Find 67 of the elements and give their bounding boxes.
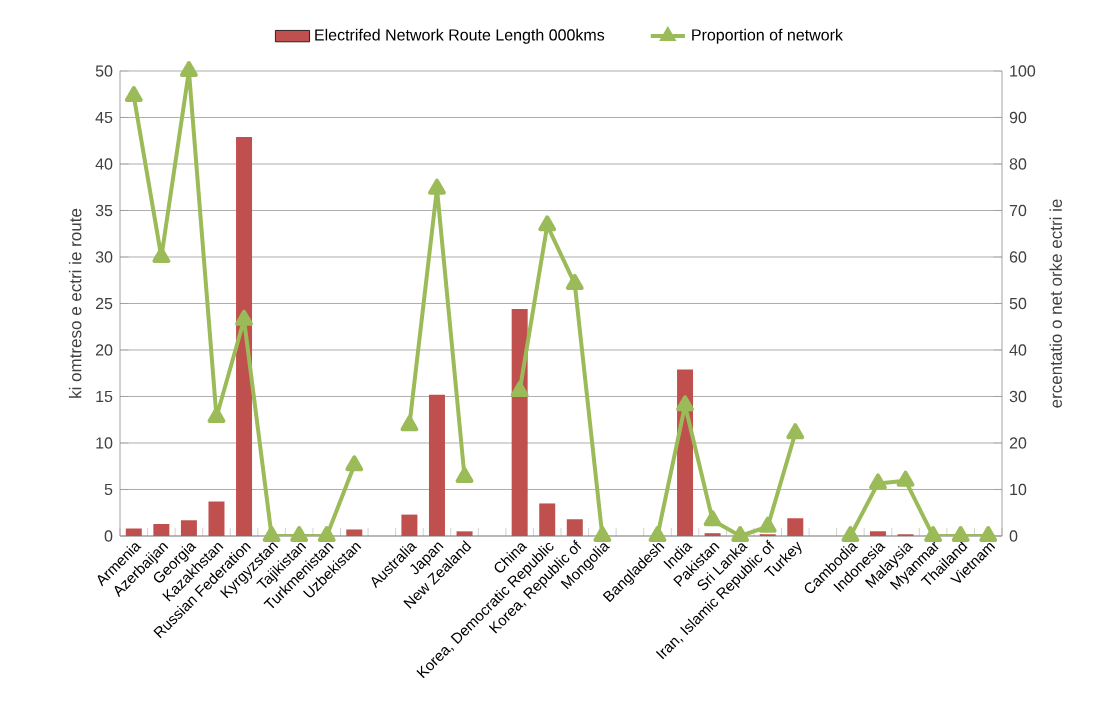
point (428, 178, 446, 195)
bar (704, 533, 721, 536)
y-tick-label: 30 (95, 251, 113, 263)
bar (511, 309, 528, 536)
bar (428, 394, 445, 536)
y2-tick-label: 90 (1009, 111, 1027, 124)
y-axis-title: ki omtreso e ectri ie route (68, 208, 82, 398)
point (869, 473, 887, 490)
bar (180, 520, 197, 536)
y-tick-label: 15 (96, 390, 113, 403)
point (786, 423, 805, 440)
y-tick-label: 40 (95, 158, 113, 170)
point (455, 466, 474, 483)
point (648, 525, 667, 542)
legend-label: Proportion of network (692, 28, 843, 44)
point (317, 525, 336, 542)
point (896, 470, 915, 487)
y2-tick-label: 100 (1010, 65, 1036, 77)
bar (125, 528, 142, 536)
y-tick-label: 35 (95, 204, 113, 217)
bar (346, 529, 363, 536)
point (235, 309, 253, 326)
y2-tick-label: 30 (1009, 390, 1027, 403)
legend-label: Electrifed Network Route Length 000kms (315, 28, 605, 44)
y-tick-label: 10 (96, 437, 113, 449)
point (565, 273, 584, 290)
y-tick-label: 50 (95, 65, 113, 77)
point (676, 395, 694, 412)
y2-tick-label: 70 (1009, 204, 1027, 217)
bar (456, 531, 473, 536)
y2-axis-title: ercentatio o net orke ectri ie (1049, 199, 1062, 408)
point (924, 525, 943, 542)
y2-tick-label: 20 (1009, 437, 1027, 449)
bar (566, 519, 583, 536)
y2-tick-label: 0 (1009, 530, 1018, 542)
point (703, 510, 722, 527)
y2-tick-label: 10 (1010, 483, 1027, 496)
point (400, 415, 419, 432)
point (262, 525, 281, 542)
y2-tick-label: 50 (1009, 297, 1027, 310)
point (841, 525, 860, 542)
bar (539, 503, 556, 536)
bar (869, 531, 886, 536)
bar (401, 514, 418, 536)
point (124, 86, 143, 103)
point (510, 380, 529, 397)
bar (787, 518, 804, 536)
point (731, 525, 750, 542)
bar (236, 137, 253, 536)
y-tick-label: 45 (95, 111, 113, 124)
y2-tick-label: 40 (1009, 344, 1027, 356)
point (179, 60, 198, 77)
point (593, 525, 612, 542)
y-tick-label: 25 (95, 297, 113, 310)
point (290, 525, 309, 542)
y-tick-label: 5 (104, 483, 113, 496)
point (951, 525, 970, 542)
y2-tick-label: 80 (1009, 158, 1027, 170)
y2-tick-label: 60 (1009, 251, 1027, 263)
point (758, 516, 777, 533)
point (979, 525, 998, 542)
bar (153, 523, 170, 536)
bar (208, 501, 225, 536)
point (538, 215, 557, 232)
y-tick-label: 0 (104, 530, 113, 542)
point (345, 455, 364, 472)
y-tick-label: 20 (95, 344, 113, 356)
